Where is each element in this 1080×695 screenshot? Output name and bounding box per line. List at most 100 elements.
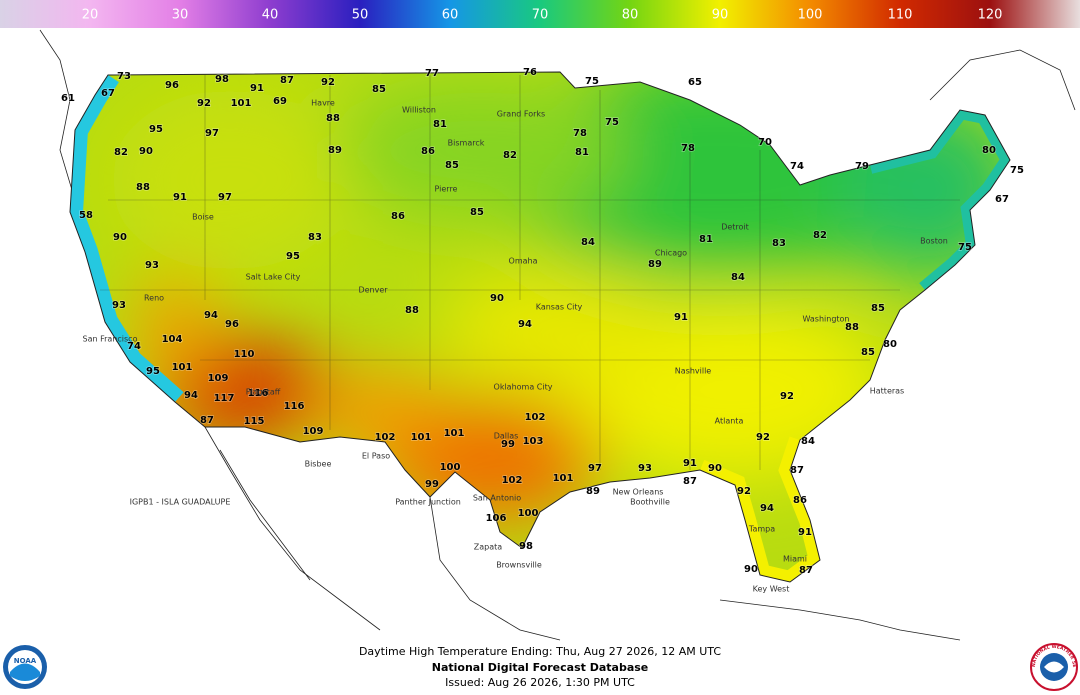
context-outlines xyxy=(39,29,1076,641)
place-name: Detroit xyxy=(721,223,749,232)
temperature: 85 xyxy=(372,84,386,95)
place-name: Washington xyxy=(802,315,849,324)
temperature: 67 xyxy=(101,88,115,99)
temperature: 99 xyxy=(501,439,515,450)
temperature: 91 xyxy=(798,527,812,538)
temperature: 75 xyxy=(605,117,619,128)
temperature: 96 xyxy=(225,319,239,330)
temperature: 101 xyxy=(172,362,193,373)
temperature: 106 xyxy=(486,513,507,524)
scale-label: 120 xyxy=(978,8,1003,23)
temperature: 87 xyxy=(280,75,294,86)
place-name: Oklahoma City xyxy=(494,383,553,392)
scale-label: 30 xyxy=(172,8,189,23)
place-name: Zapata xyxy=(474,543,503,552)
temperature: 75 xyxy=(958,242,972,253)
temperature: 101 xyxy=(444,428,465,439)
scale-label: 60 xyxy=(442,8,459,23)
temperature: 91 xyxy=(173,192,187,203)
temperature: 86 xyxy=(391,211,405,222)
place-name: Havre xyxy=(311,99,335,108)
temperature: 103 xyxy=(523,436,544,447)
temperature: 69 xyxy=(273,96,287,107)
temperature: 102 xyxy=(525,412,546,423)
temperature: 90 xyxy=(139,146,153,157)
temperature: 86 xyxy=(421,146,435,157)
temperature: 102 xyxy=(375,432,396,443)
temperature: 75 xyxy=(1010,165,1024,176)
temperature: 93 xyxy=(638,463,652,474)
temperature: 76 xyxy=(523,67,537,78)
temperature: 90 xyxy=(113,232,127,243)
place-name: Nashville xyxy=(675,367,712,376)
temperature: 85 xyxy=(871,303,885,314)
temperature: 89 xyxy=(586,486,600,497)
temperature: 99 xyxy=(425,479,439,490)
temperature: 85 xyxy=(861,347,875,358)
temperature: 94 xyxy=(184,390,198,401)
temperature: 73 xyxy=(117,71,131,82)
temperature: 94 xyxy=(518,319,532,330)
temperature: 70 xyxy=(758,137,772,148)
temperature: 83 xyxy=(772,238,786,249)
caption: Daytime High Temperature Ending: Thu, Au… xyxy=(359,645,721,658)
temperature: 98 xyxy=(519,541,533,552)
temperature: 78 xyxy=(681,143,695,154)
place-name: Boothville xyxy=(630,498,670,507)
place-name: Chicago xyxy=(655,249,687,258)
temperature: 67 xyxy=(995,194,1009,205)
place-name: Denver xyxy=(358,286,388,295)
temperature: 85 xyxy=(445,160,459,171)
place-name: Boise xyxy=(192,213,214,222)
temperature: 115 xyxy=(244,416,265,427)
temperature: 79 xyxy=(855,161,869,172)
temperature: 97 xyxy=(205,128,219,139)
scale-label: 70 xyxy=(532,8,549,23)
temperature: 100 xyxy=(440,462,461,473)
temperature: 101 xyxy=(553,473,574,484)
temperature: 96 xyxy=(165,80,179,91)
temperature: 97 xyxy=(588,463,602,474)
temperature: 77 xyxy=(425,68,439,79)
scale-label: 40 xyxy=(262,8,279,23)
temperature: 94 xyxy=(760,503,774,514)
temperature: 102 xyxy=(502,475,523,486)
temperature: 81 xyxy=(433,119,447,130)
temperature: 117 xyxy=(214,393,235,404)
temperature: 101 xyxy=(411,432,432,443)
scale-label: 80 xyxy=(622,8,639,23)
place-name: Bisbee xyxy=(305,460,332,469)
temperature: 88 xyxy=(845,322,859,333)
temperature: 84 xyxy=(581,237,595,248)
temperature-labels: 73 61 67 96 98 87 92 85 77 76 75 65 92 101 91 69 95 97 88 8… xyxy=(60,66,1024,577)
issued: Issued: Aug 26 2026, 1:30 PM UTC xyxy=(445,676,635,689)
temperature: 116 xyxy=(284,401,305,412)
scale-label: 100 xyxy=(798,8,823,23)
place-name: New Orleans xyxy=(613,488,664,497)
temperature: 84 xyxy=(731,272,745,283)
place-name: San Antonio xyxy=(473,494,521,503)
temperature: 81 xyxy=(575,147,589,158)
place-name: El Paso xyxy=(362,452,390,461)
place-name: Flagstaff xyxy=(246,388,281,397)
temperature: 116 xyxy=(248,388,269,399)
station-note: IGPB1 - ISLA GUADALUPE xyxy=(130,498,231,507)
temperature: 92 xyxy=(197,98,211,109)
place-name: Miami xyxy=(783,555,807,564)
temperature: 91 xyxy=(683,458,697,469)
place-name: Key West xyxy=(753,585,790,594)
color-scale: 20 30 40 50 60 70 80 90 100 110 120 xyxy=(0,0,1080,28)
temperature: 87 xyxy=(799,565,813,576)
place-name: Dallas xyxy=(494,432,519,441)
noaa-logo: NOAA xyxy=(3,645,47,689)
scale-label: 90 xyxy=(712,8,729,23)
temperature: 110 xyxy=(234,349,255,360)
temperature: 88 xyxy=(405,305,419,316)
temperature: 94 xyxy=(204,310,218,321)
place-name: Boston xyxy=(920,237,948,246)
temperature: 88 xyxy=(326,113,340,124)
temperature: 89 xyxy=(648,259,662,270)
temperature: 87 xyxy=(683,476,697,487)
temperature: 82 xyxy=(503,150,517,161)
